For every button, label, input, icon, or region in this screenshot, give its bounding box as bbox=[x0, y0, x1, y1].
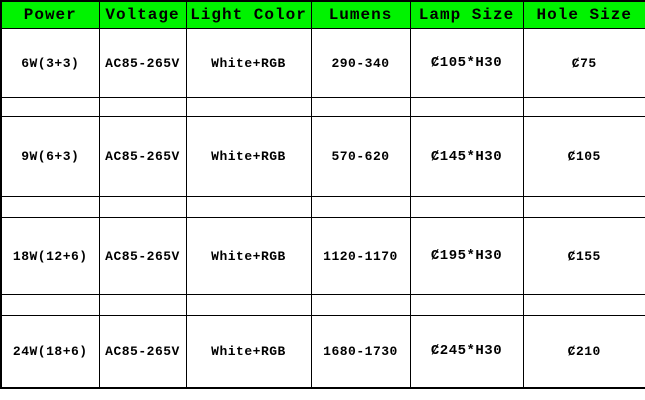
power-value: 9W(6+3) bbox=[0, 116, 100, 197]
lamp-size-value: Ȼ245*H30 bbox=[409, 315, 524, 388]
lamp-size-value: Ȼ145*H30 bbox=[409, 116, 524, 197]
light-color-value: White+RGB bbox=[185, 217, 312, 295]
hole-size-value: Ȼ75 bbox=[522, 28, 645, 98]
lumens-value: 570-620 bbox=[310, 116, 411, 197]
lamp-size-value: Ȼ195*H30 bbox=[409, 217, 524, 295]
column-header-hole-size: Hole Size bbox=[522, 0, 645, 29]
lumens-value: 1120-1170 bbox=[310, 217, 411, 295]
table-row: 6W(3+3) AC85-265V White+RGB 290-340 Ȼ105… bbox=[0, 28, 645, 98]
power-value: 24W(18+6) bbox=[0, 315, 100, 388]
voltage-value: AC85-265V bbox=[98, 28, 187, 98]
light-color-value: White+RGB bbox=[185, 28, 312, 98]
table-header-row: Power Voltage Light Color Lumens Lamp Si… bbox=[0, 0, 645, 29]
lumens-value: 290-340 bbox=[310, 28, 411, 98]
hole-size-value: Ȼ210 bbox=[522, 315, 645, 388]
column-header-light-color: Light Color bbox=[185, 0, 312, 29]
light-color-value: White+RGB bbox=[185, 315, 312, 388]
spacer-row bbox=[0, 294, 645, 316]
voltage-value: AC85-265V bbox=[98, 116, 187, 197]
lamp-size-value: Ȼ105*H30 bbox=[409, 28, 524, 98]
column-header-voltage: Voltage bbox=[98, 0, 187, 29]
hole-size-value: Ȼ155 bbox=[522, 217, 645, 295]
power-value: 18W(12+6) bbox=[0, 217, 100, 295]
table-row: 18W(12+6) AC85-265V White+RGB 1120-1170 … bbox=[0, 217, 645, 295]
table-row: 9W(6+3) AC85-265V White+RGB 570-620 Ȼ145… bbox=[0, 116, 645, 197]
spacer-row bbox=[0, 97, 645, 117]
light-color-value: White+RGB bbox=[185, 116, 312, 197]
spacer-row bbox=[0, 196, 645, 218]
lumens-value: 1680-1730 bbox=[310, 315, 411, 388]
power-value: 6W(3+3) bbox=[0, 28, 100, 98]
column-header-lumens: Lumens bbox=[310, 0, 411, 29]
voltage-value: AC85-265V bbox=[98, 315, 187, 388]
hole-size-value: Ȼ105 bbox=[522, 116, 645, 197]
table-row: 24W(18+6) AC85-265V White+RGB 1680-1730 … bbox=[0, 315, 645, 388]
column-header-power: Power bbox=[0, 0, 100, 29]
voltage-value: AC85-265V bbox=[98, 217, 187, 295]
led-spec-table: Power Voltage Light Color Lumens Lamp Si… bbox=[0, 0, 645, 389]
column-header-lamp-size: Lamp Size bbox=[409, 0, 524, 29]
